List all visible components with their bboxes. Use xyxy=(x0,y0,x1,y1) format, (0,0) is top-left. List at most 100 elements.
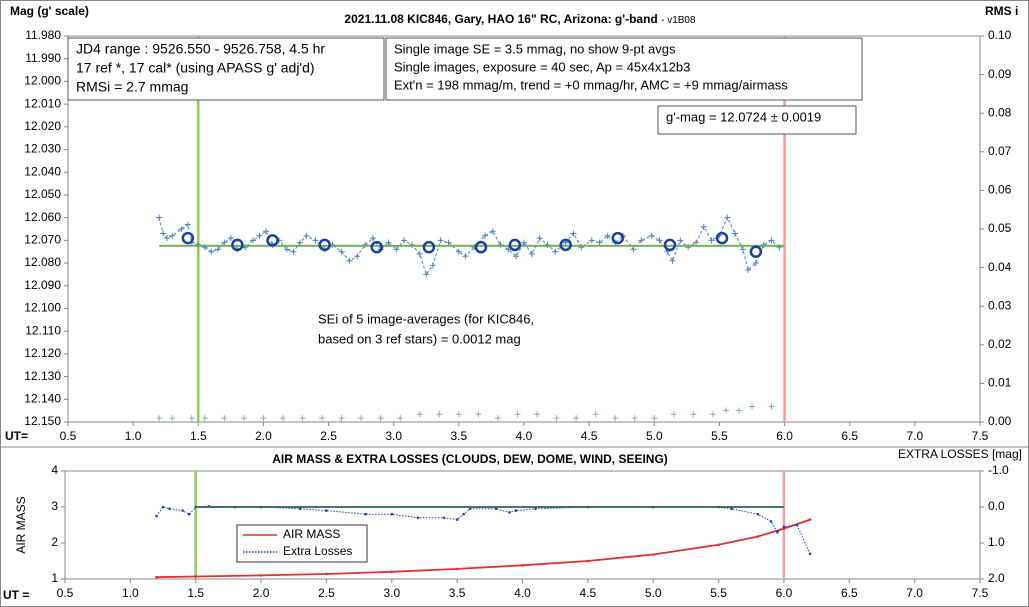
dot-marker xyxy=(769,520,773,523)
plus-marker xyxy=(362,241,369,248)
x-tick-label: 7.5 xyxy=(972,586,989,600)
legend-label: Extra Losses xyxy=(283,544,352,558)
y2-tick-label: 0.00 xyxy=(988,414,1012,428)
x-tick-label: 3.0 xyxy=(383,586,400,600)
average-marker xyxy=(266,234,279,247)
x-tick-label: 0.5 xyxy=(60,429,77,443)
dot-marker xyxy=(782,525,786,529)
dot-marker xyxy=(795,523,799,527)
y2-tick-label: 1.0 xyxy=(988,535,1005,549)
y-tick-label: 12.090 xyxy=(24,278,61,292)
x-tick-label: 4.5 xyxy=(580,586,597,600)
plus-marker xyxy=(724,214,731,221)
plus-marker xyxy=(346,257,353,264)
x-tick-label: 7.0 xyxy=(906,586,923,600)
plus-marker xyxy=(732,230,739,237)
average-marker xyxy=(422,240,436,254)
plus-marker xyxy=(184,221,191,228)
dot-marker xyxy=(808,552,812,556)
plus-marker xyxy=(445,239,452,246)
title-version: - v1B08 xyxy=(661,15,696,26)
dot-marker xyxy=(756,512,760,516)
plus-marker xyxy=(160,230,167,237)
y-tick-label: 12.010 xyxy=(24,96,61,110)
legend-box xyxy=(236,524,368,563)
x-tick-label: 1.5 xyxy=(190,429,207,443)
y-tick-label: 12.140 xyxy=(24,391,61,405)
x-tick-label: 6.5 xyxy=(841,429,858,443)
plus-marker xyxy=(670,411,677,418)
y-axis-label: AIR MASS xyxy=(14,496,28,553)
dot-marker xyxy=(462,512,465,516)
plus-marker xyxy=(299,415,306,422)
plus-marker xyxy=(408,241,415,248)
plus-marker xyxy=(423,271,430,278)
dot-marker xyxy=(161,505,165,509)
dot-marker xyxy=(442,516,446,520)
plus-marker xyxy=(221,239,228,246)
y-tick-label: 12.050 xyxy=(24,187,61,201)
dot-marker xyxy=(325,509,328,512)
x-tick-label: 2.5 xyxy=(320,429,337,443)
plus-marker xyxy=(164,235,171,242)
plus-marker xyxy=(227,235,234,242)
dot-marker xyxy=(756,535,760,538)
plus-marker xyxy=(521,239,527,246)
plus-marker xyxy=(552,248,559,255)
plus-marker xyxy=(638,237,645,244)
plus-marker xyxy=(188,415,195,422)
plus-marker xyxy=(437,237,444,244)
x-tick-label: 4.5 xyxy=(581,429,598,443)
y2-tick-label: 0.0 xyxy=(988,499,1005,513)
x-tick-label: 5.5 xyxy=(711,429,728,443)
plus-marker xyxy=(505,246,512,253)
x-axis-label: UT= xyxy=(5,429,28,443)
plus-marker xyxy=(283,246,290,253)
annotation-text: Ext'n = 198 mmag/m, trend = +0 mmag/hr, … xyxy=(394,77,788,92)
annotation-text: SEi of 5 image-averages (for KIC846, xyxy=(318,311,534,326)
x-tick-label: 5.0 xyxy=(645,586,662,600)
average-marker xyxy=(663,238,677,252)
x-tick-label: 4.0 xyxy=(516,429,533,443)
x-tick-label: 7.0 xyxy=(907,429,924,443)
x-tick-label: 2.0 xyxy=(255,429,272,443)
plus-marker xyxy=(393,246,400,253)
plus-marker xyxy=(722,407,729,414)
x-tick-label: 3.5 xyxy=(449,586,466,600)
plus-marker xyxy=(570,230,577,237)
plus-marker xyxy=(481,232,488,239)
y2-tick-label: 0.04 xyxy=(988,260,1012,274)
y-tick-label: 12.070 xyxy=(24,233,61,247)
annotation-text: JD4 range : 9526.550 - 9526.758, 4.5 hr xyxy=(76,41,325,57)
x-tick-label: 4.0 xyxy=(514,586,531,600)
plus-marker xyxy=(455,411,462,418)
plus-marker xyxy=(338,248,345,255)
y2-axis-label: EXTRA LOSSES [mag] xyxy=(898,447,1022,461)
dot-marker xyxy=(416,516,420,520)
plus-marker xyxy=(553,415,560,422)
x-tick-label: 5.5 xyxy=(710,586,727,600)
plus-marker xyxy=(604,232,611,239)
plus-marker xyxy=(416,250,423,257)
plus-marker xyxy=(648,232,655,239)
annotation-text: Single images, exposure = 40 sec, Ap = 4… xyxy=(394,59,690,74)
dot-marker xyxy=(187,512,191,516)
average-marker xyxy=(559,238,572,252)
annotation-box xyxy=(385,37,863,101)
y-tick-label: 2 xyxy=(51,535,58,549)
plus-marker xyxy=(169,232,176,239)
plus-marker xyxy=(677,237,684,244)
plus-marker xyxy=(250,237,257,244)
annotation-text: Single image SE = 3.5 mmag, no show 9-pt… xyxy=(394,41,676,56)
title-text: AIR MASS & EXTRA LOSSES (CLOUDS, DEW, DO… xyxy=(272,452,668,466)
plus-marker xyxy=(630,246,637,253)
average-marker xyxy=(508,238,522,252)
dot-marker xyxy=(495,507,498,511)
plot-area xyxy=(64,470,981,580)
y2-tick-label: 0.02 xyxy=(988,337,1012,351)
plus-marker xyxy=(312,237,319,244)
x-tick-label: 0.5 xyxy=(57,586,74,600)
y-tick-label: 1 xyxy=(51,571,58,585)
y-tick-label: 12.130 xyxy=(24,369,61,383)
